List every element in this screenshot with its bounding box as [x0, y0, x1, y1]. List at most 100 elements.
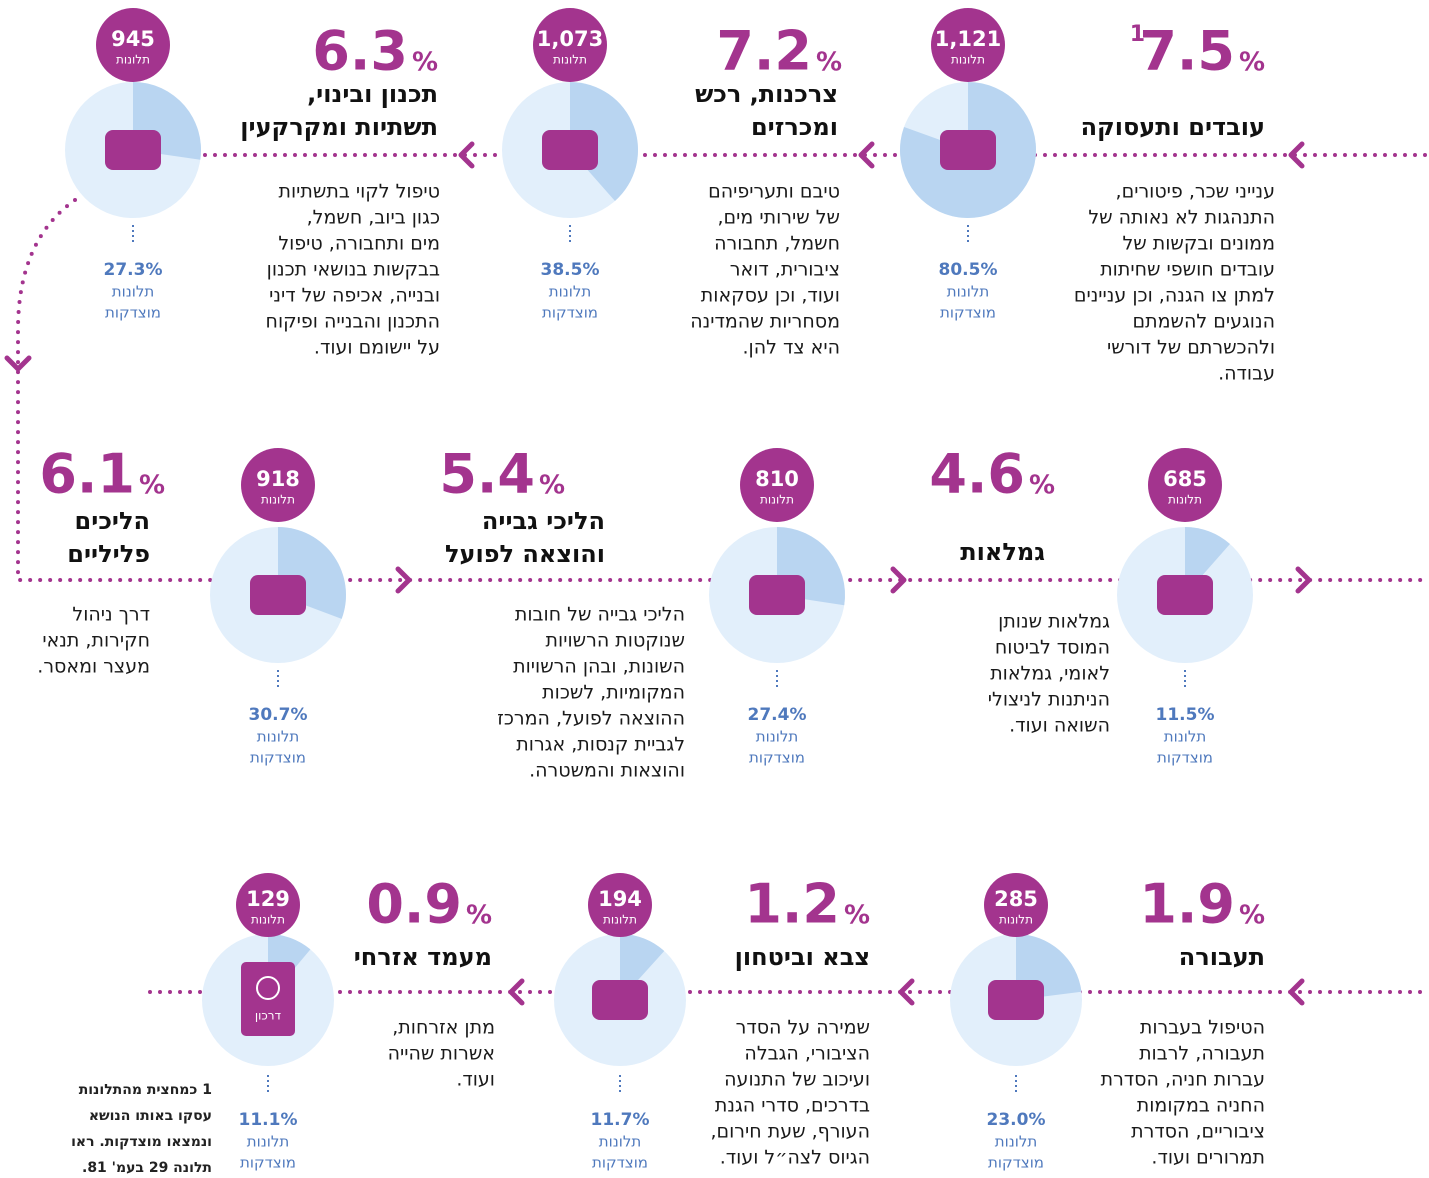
title: הליכי גבייה	[482, 507, 605, 535]
items: 1,121תלונות80.5%תלונותמוצדקות%7.51עובדים…	[37, 8, 1275, 1172]
arrow-left	[508, 978, 1305, 1006]
title: הליכים	[75, 507, 150, 535]
share: 0.9	[366, 873, 462, 936]
justified-label: 27.4%	[748, 705, 807, 725]
count-badge	[931, 8, 1005, 82]
count-badge	[96, 8, 170, 82]
description: עובדים חושפי שחיתות	[1100, 259, 1275, 281]
icon	[988, 980, 1044, 1020]
description: הליכי גבייה של חובות	[515, 604, 685, 626]
count-badge	[588, 873, 652, 937]
description: תמרורים ועוד.	[1151, 1147, 1265, 1169]
count-word: תלונות	[116, 53, 150, 67]
percent-sign: %	[466, 901, 492, 931]
description: המוסד לביטוח	[995, 637, 1110, 659]
description: בדרכים, סדרי הגנת	[715, 1095, 870, 1117]
count-badge	[1148, 448, 1222, 522]
footnote-line: 1 כמחצית מהתלונות	[79, 1082, 212, 1098]
title: צרכנות, רכש	[695, 80, 838, 108]
description: ובנייה, אכיפה של דיני	[269, 285, 440, 307]
count-badge	[241, 448, 315, 522]
description: גמלאות שנותן	[998, 611, 1110, 633]
description: לאומי, גמלאות	[990, 663, 1110, 685]
justified-word: מוצדקות	[542, 304, 598, 322]
share: 5.4	[439, 443, 535, 506]
description: הגיוס לצה״ל ועוד.	[720, 1147, 870, 1169]
share: 7.2	[716, 20, 812, 83]
description: הטיפול בעברות	[1140, 1017, 1265, 1039]
description: כגון ביוב, חשמל,	[307, 207, 440, 229]
description: שנוקטות הרשויות	[546, 630, 685, 652]
description: השואה ועוד.	[1009, 715, 1110, 737]
count-badge	[236, 873, 300, 937]
description: חשמל, תחבורה	[714, 233, 840, 255]
share: 4.6	[929, 443, 1025, 506]
count-badge	[740, 448, 814, 522]
icon	[1157, 575, 1213, 615]
description: דרך ניהול	[72, 604, 150, 626]
arrows	[4, 141, 1312, 1006]
justified-label: 11.7%	[591, 1110, 650, 1130]
percent-sign: %	[1239, 901, 1265, 931]
count-word: תלונות	[553, 53, 587, 67]
percent-sign: %	[816, 48, 842, 78]
title: תעבורה	[1179, 943, 1265, 971]
justified-label: 80.5%	[939, 260, 998, 280]
justified-word: תלונות	[257, 728, 299, 746]
justified-label: 11.5%	[1156, 705, 1215, 725]
count: 918	[256, 467, 300, 491]
justified-word: מוצדקות	[1157, 749, 1213, 767]
title: פליליים	[67, 540, 150, 568]
description: עברות חניה, הסדרת	[1101, 1069, 1265, 1091]
description: ענייני שכר, פיטורים,	[1116, 181, 1275, 203]
description: התכנון והבנייה ופיקוח	[266, 311, 440, 333]
description: מעצר ומאסר.	[37, 656, 150, 678]
description: חקירות, תנאי	[42, 630, 150, 652]
description: הציבורי, הגבלה	[744, 1043, 870, 1065]
description: ועוד.	[456, 1069, 495, 1091]
justified-label: 27.3%	[104, 260, 163, 280]
count-word: תלונות	[951, 53, 985, 67]
percent-sign: %	[139, 471, 165, 501]
justified-word: מוצדקות	[240, 1154, 296, 1172]
title: גמלאות	[960, 538, 1045, 566]
connectors	[16, 153, 1427, 994]
share: 1.9	[1139, 873, 1235, 936]
description: תעבורה, לרבות	[1139, 1043, 1265, 1065]
count-word: תלונות	[261, 493, 295, 507]
count: 685	[1163, 467, 1207, 491]
title: והוצאה לפועל	[445, 540, 605, 568]
justified-word: תלונות	[947, 283, 989, 301]
description: ועוד, וכן עסקאות	[701, 285, 840, 307]
justified-word: מוצדקות	[749, 749, 805, 767]
justified-word: מוצדקות	[988, 1154, 1044, 1172]
description: ועיכוב של התנועה	[724, 1069, 870, 1091]
description: ציבורית, דואר	[730, 259, 840, 281]
icon	[592, 980, 648, 1020]
percent-sign: %	[1239, 48, 1265, 78]
description: השונות, ובהן הרשויות	[513, 656, 685, 678]
description: העורף, שעת חירום,	[710, 1121, 870, 1143]
percent-sign: %	[844, 901, 870, 931]
justified-word: תלונות	[247, 1133, 289, 1151]
count: 1,073	[537, 27, 603, 51]
justified-label: 38.5%	[541, 260, 600, 280]
icon	[250, 575, 306, 615]
title: מעמד אזרחי	[354, 943, 492, 971]
footnote-marker: 1	[1130, 22, 1145, 47]
icon	[256, 976, 280, 1000]
description: והוצאות והמשטרה.	[529, 760, 685, 782]
justified-word: תלונות	[599, 1133, 641, 1151]
share: 6.3	[312, 20, 408, 83]
justified-word: תלונות	[112, 283, 154, 301]
item: דרכון 129 תלונות 11.1% תלונות מוצדקות%0.9 מעמד…	[202, 873, 495, 1172]
description: החניה במקומות	[1137, 1095, 1265, 1117]
count-word: תלונות	[760, 493, 794, 507]
count-badge	[533, 8, 607, 82]
description: מים ותחבורה, טיפול	[278, 233, 440, 255]
description: היא צד להן.	[742, 337, 840, 359]
description: עבודה.	[1218, 363, 1275, 385]
